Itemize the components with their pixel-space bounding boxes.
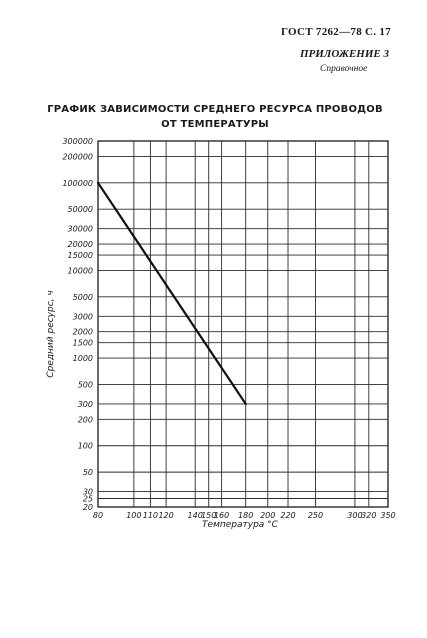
- y-tick-label: 1500: [73, 339, 93, 348]
- y-tick-label: 500: [78, 380, 93, 389]
- standard-header: ГОСТ 7262—78 С. 17: [280, 26, 391, 38]
- y-tick-label: 200000: [62, 152, 93, 161]
- x-tick-label: 150: [201, 511, 216, 520]
- y-tick-label: 100000: [62, 179, 93, 188]
- y-tick-label: 2000: [73, 328, 93, 337]
- y-tick-label: 300: [78, 400, 93, 409]
- y-tick-label: 20000: [68, 240, 93, 249]
- x-tick-label: 100: [126, 511, 141, 520]
- y-tick-label: 15000: [68, 251, 93, 260]
- y-axis-label: Средний ресурс, ч: [46, 290, 56, 377]
- y-tick-label: 20: [83, 503, 93, 512]
- chart-series: [96, 181, 247, 406]
- y-tick-label: 30: [83, 488, 93, 497]
- x-tick-label: 350: [380, 511, 395, 520]
- chart-title: ГРАФИК ЗАВИСИМОСТИ СРЕДНЕГО РЕСУРСА ПРОВ…: [40, 102, 390, 132]
- x-tick-label: 250: [308, 511, 323, 520]
- y-tick-label: 3000: [73, 312, 93, 321]
- x-tick-label: 300: [347, 511, 362, 520]
- x-tick-label: 110: [143, 511, 158, 520]
- appendix-label: ПРИЛОЖЕНИЕ 3: [299, 48, 389, 60]
- x-tick-label: 200: [260, 511, 275, 520]
- x-tick-label: 80: [93, 511, 103, 520]
- x-tick-label: 220: [280, 511, 295, 520]
- chart-title-line-1: ГРАФИК ЗАВИСИМОСТИ СРЕДНЕГО РЕСУРСА ПРОВ…: [47, 104, 383, 115]
- x-tick-label: 120: [158, 511, 173, 520]
- y-tick-label: 1000: [73, 354, 93, 363]
- y-tick-label: 25: [83, 495, 93, 504]
- chart-title-line-2: ОТ ТЕМПЕРАТУРЫ: [161, 119, 269, 130]
- y-tick-label: 30000: [68, 225, 93, 234]
- chart-grid: [97, 140, 389, 508]
- series-line: [96, 181, 247, 406]
- y-tick-label: 300000: [62, 137, 93, 146]
- x-tick-label: 160: [214, 511, 229, 520]
- x-tick-label: 320: [361, 511, 376, 520]
- appendix-subtitle: Справочное: [320, 64, 368, 74]
- plot-frame: [97, 140, 389, 508]
- x-tick-label: 140: [188, 511, 203, 520]
- y-tick-label: 5000: [73, 293, 93, 302]
- y-tick-labels: 300000 200000 100000 50000 30000 20000 15000 10…: [62, 137, 93, 512]
- x-tick-label: 180: [238, 511, 253, 520]
- y-tick-label: 200: [78, 415, 93, 424]
- y-tick-label: 50000: [68, 205, 93, 214]
- y-tick-label: 10000: [68, 266, 93, 275]
- y-tick-label: 50: [83, 468, 93, 477]
- x-axis-label: Температура °С: [202, 520, 279, 530]
- y-tick-label: 100: [78, 442, 93, 451]
